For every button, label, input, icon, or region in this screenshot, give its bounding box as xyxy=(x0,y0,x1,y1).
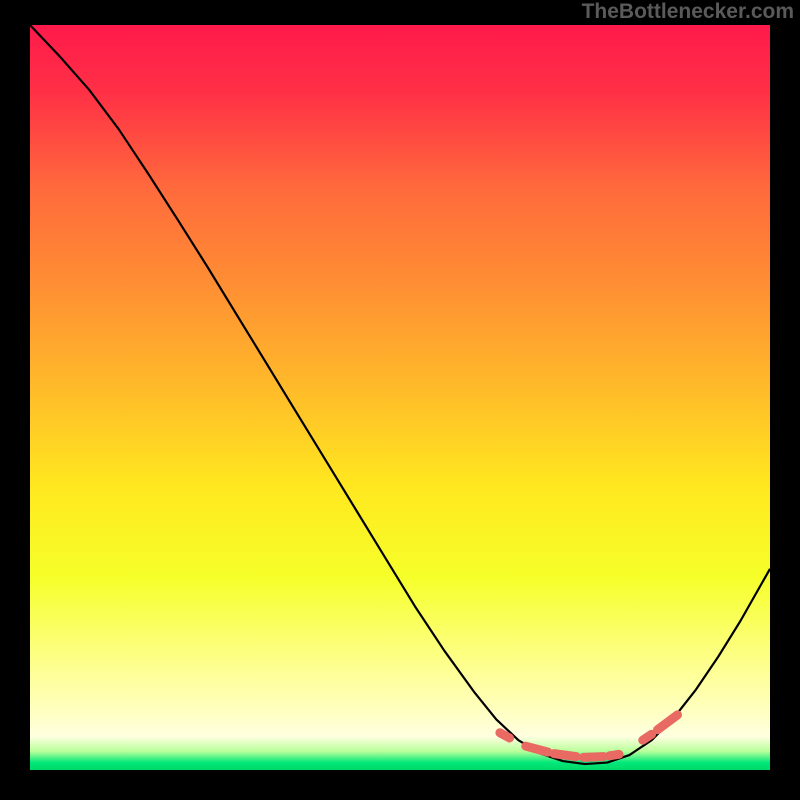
trough-dash xyxy=(643,734,652,740)
watermark-text: TheBottlenecker.com xyxy=(582,0,794,24)
trough-dash xyxy=(526,746,548,752)
plot-svg xyxy=(30,25,770,770)
trough-dash xyxy=(554,754,576,757)
plot-area xyxy=(30,25,770,770)
chart-canvas: TheBottlenecker.com xyxy=(0,0,800,800)
trough-dash xyxy=(584,757,604,758)
trough-dash xyxy=(500,733,510,738)
gradient-background xyxy=(30,25,770,770)
trough-dash xyxy=(609,754,619,755)
